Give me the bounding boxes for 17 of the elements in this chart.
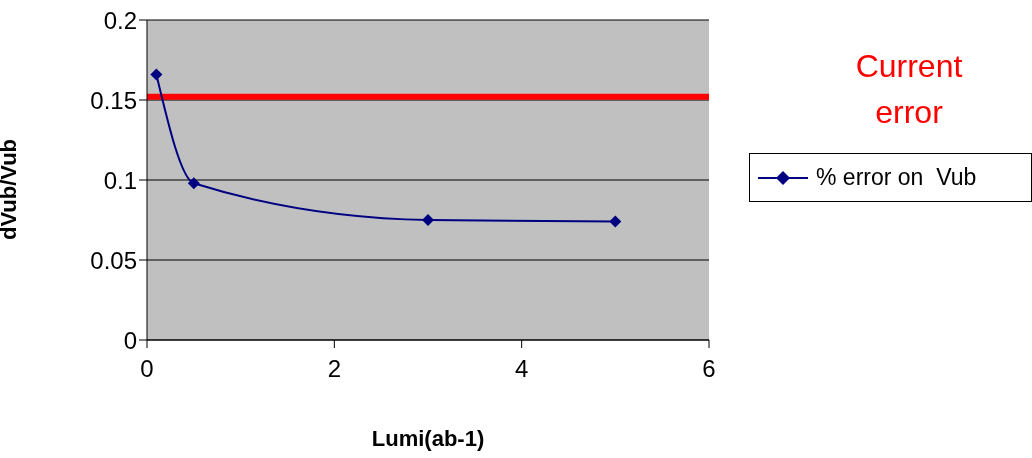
point <box>609 215 622 228</box>
point <box>422 214 434 226</box>
y-tick-label: 0.2 <box>103 6 137 34</box>
legend-label: % error on Vub <box>816 164 977 191</box>
x-tick-label: 2 <box>327 355 342 383</box>
y-axis-title: dVub/Vub <box>0 138 21 240</box>
y-tick-label: 0.05 <box>90 246 137 274</box>
x-tick-label: 0 <box>140 355 154 383</box>
y-tick-label: 0.15 <box>90 86 137 114</box>
x-axis-title: Lumi(ab-1) <box>371 426 485 451</box>
point <box>187 177 200 190</box>
point <box>150 68 163 81</box>
y-tick-label: 0.1 <box>103 166 137 194</box>
ref-line-label: Current error <box>855 47 963 130</box>
x-tick-label: 6 <box>702 355 716 383</box>
y-tick-label: 0 <box>123 326 137 354</box>
x-tick-label: 4 <box>514 355 529 383</box>
